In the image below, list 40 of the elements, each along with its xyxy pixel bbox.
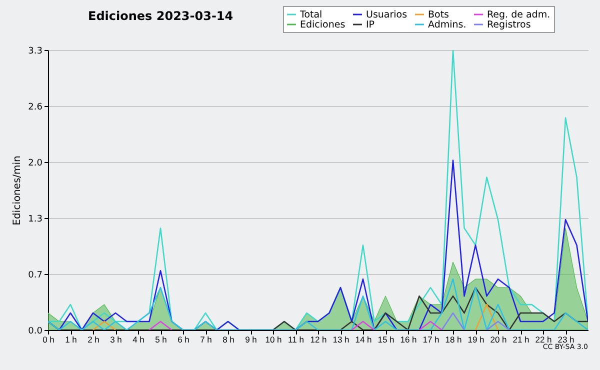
y-tick-label: 1.3 — [28, 214, 42, 224]
legend-label: Usuarios — [366, 10, 408, 20]
y-tick-label: 2.6 — [28, 102, 43, 112]
x-tick-label: 2 h — [88, 334, 100, 344]
x-tick-label: 15 h — [378, 334, 395, 344]
x-tick-label: 22 h — [535, 334, 552, 344]
chart-title: Ediciones 2023-03-14 — [88, 9, 234, 23]
x-tick-label: 8 h — [222, 334, 235, 344]
x-tick-label: 4 h — [132, 334, 145, 344]
y-axis-title: Ediciones/min — [12, 156, 24, 226]
legend-label: Ediciones — [300, 20, 346, 30]
x-tick-label: 9 h — [245, 334, 258, 344]
legend-label: IP — [366, 20, 375, 30]
y-tick-label: 0.7 — [28, 270, 42, 280]
x-tick-label: 21 h — [512, 334, 530, 344]
x-tick-label: 7 h — [200, 334, 212, 344]
x-tick-label: 19 h — [468, 334, 485, 344]
y-tick-label: 3.3 — [28, 46, 42, 56]
x-tick-label: 16 h — [400, 334, 418, 344]
x-tick-label: 20 h — [490, 334, 508, 344]
x-tick-label: 6 h — [178, 334, 190, 344]
x-tick-label: 14 h — [355, 334, 372, 344]
x-tick-label: 3 h — [110, 334, 122, 344]
legend-label: Reg. de adm. — [487, 10, 550, 20]
x-tick-label: 5 h — [155, 334, 168, 344]
x-tick-label: 1 h — [65, 334, 78, 344]
y-tick-label: 0.0 — [28, 326, 43, 336]
x-tick-label: 11 h — [288, 334, 304, 344]
legend-label: Bots — [428, 10, 450, 20]
legend-label: Registros — [487, 20, 531, 30]
x-tick-label: 23 h — [558, 334, 575, 344]
legend-label: Total — [299, 10, 322, 20]
x-tick-label: 10 h — [265, 334, 282, 344]
y-tick-label: 2.0 — [28, 158, 43, 168]
x-tick-label: 13 h — [332, 334, 350, 344]
legend-label: Admins. — [428, 20, 466, 30]
x-tick-label: 17 h — [422, 334, 440, 344]
x-tick-label: 0 h — [42, 334, 55, 344]
x-tick-label: 18 h — [445, 334, 462, 344]
x-tick-label: 12 h — [310, 334, 328, 344]
